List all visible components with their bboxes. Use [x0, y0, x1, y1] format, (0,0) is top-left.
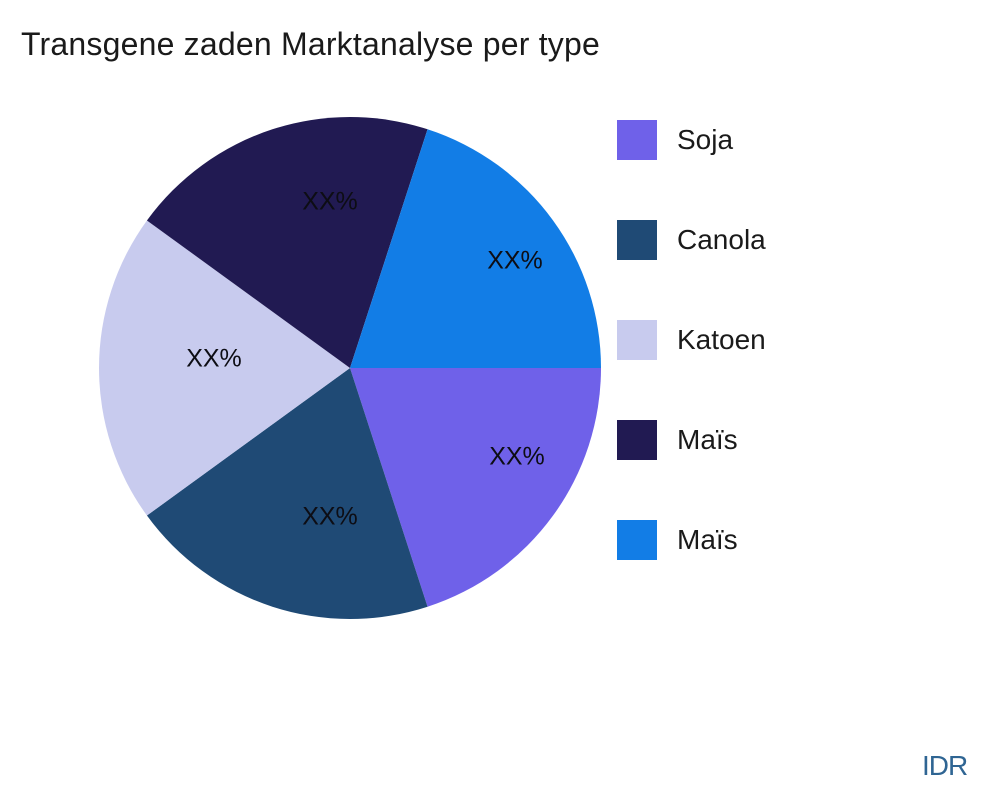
legend: Soja Canola Katoen Maïs Maïs [617, 120, 766, 560]
pie-slice-3-maïs [146, 116, 428, 368]
pie-slice-1-canola [146, 368, 428, 620]
legend-item-label: Katoen [677, 324, 766, 355]
legend-item-1-canola: Canola [617, 220, 766, 260]
legend-swatch-icon [617, 520, 657, 560]
watermark-text: IDR [922, 750, 968, 781]
legend-item-label: Soja [677, 124, 734, 155]
legend-item-4-maïs: Maïs [617, 520, 766, 560]
pie-slice-2-katoen [99, 220, 350, 516]
legend-swatch-icon [617, 320, 657, 360]
pie-slice-0-soja [350, 368, 601, 607]
legend-item-3-maïs: Maïs [617, 420, 766, 460]
pie-slice-4-maïs [350, 129, 601, 368]
chart-title: Transgene zaden Marktanalyse per type [21, 26, 600, 62]
legend-item-0-soja: Soja [617, 120, 766, 160]
legend-item-label: Maïs [677, 424, 738, 455]
legend-item-label: Maïs [677, 524, 738, 555]
legend-swatch-icon [617, 120, 657, 160]
legend-swatch-icon [617, 420, 657, 460]
legend-item-2-katoen: Katoen [617, 320, 766, 360]
legend-swatch-icon [617, 220, 657, 260]
legend-item-label: Canola [677, 224, 766, 255]
